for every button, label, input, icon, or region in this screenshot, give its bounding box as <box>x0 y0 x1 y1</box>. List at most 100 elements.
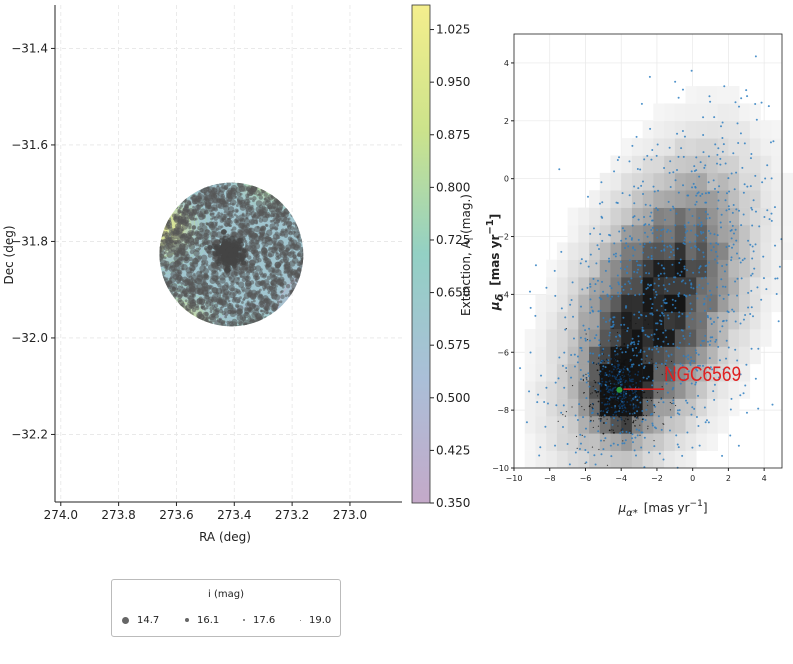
pm-field-star <box>696 234 699 237</box>
star-marker <box>184 204 190 209</box>
pm-field-star <box>678 413 681 416</box>
star-marker <box>205 306 209 310</box>
pm-density-bin <box>642 277 654 295</box>
pm-cluster-halo-star <box>590 393 592 395</box>
pm-field-star <box>642 193 645 196</box>
pm-field-star <box>688 343 691 346</box>
pm-cluster-star <box>636 402 639 405</box>
star-marker <box>169 236 173 240</box>
pm-field-star <box>713 187 716 190</box>
pm-field-star <box>705 236 708 239</box>
pm-cluster-star <box>611 365 614 367</box>
pm-field-star <box>681 88 684 91</box>
pm-field-star <box>632 441 635 444</box>
pm-field-star <box>715 242 718 245</box>
pm-field-star <box>697 191 700 194</box>
pm-cluster-star <box>623 403 626 406</box>
pm-field-star <box>644 333 647 336</box>
pm-density-bin <box>696 120 708 139</box>
pm-field-star <box>751 245 754 248</box>
pm-field-star <box>626 265 629 268</box>
pm-field-star <box>712 390 715 393</box>
pm-field-star <box>736 359 739 362</box>
star-marker <box>245 275 249 279</box>
pm-field-star <box>613 170 616 173</box>
pm-density-bin <box>546 346 558 365</box>
star-marker <box>200 254 208 262</box>
pm-cluster-halo-star <box>590 416 592 418</box>
pm-field-star <box>641 420 644 423</box>
pm-field-star <box>677 155 680 158</box>
pm-field-star <box>686 401 689 404</box>
pm-field-star <box>631 433 634 436</box>
pm-density-bin <box>556 277 568 295</box>
pm-density-bin <box>610 329 622 347</box>
pm-density-bin <box>771 207 783 226</box>
pm-field-star <box>730 256 733 259</box>
pm-field-star <box>599 370 602 373</box>
extinction-contour <box>103 417 199 495</box>
star-marker <box>270 195 274 198</box>
star-marker <box>280 228 286 233</box>
extinction-contour <box>34 257 118 325</box>
pm-cluster-star <box>629 394 631 397</box>
pm-density-bin <box>771 259 783 278</box>
star-marker <box>177 208 181 212</box>
pm-cluster-halo-star <box>614 371 617 373</box>
pm-cluster-star <box>624 376 627 379</box>
star-marker <box>253 219 258 225</box>
pm-density-bin <box>696 155 708 174</box>
pm-density-bin <box>567 207 579 226</box>
pm-field-star <box>670 353 673 356</box>
pm-field-star <box>662 401 665 404</box>
pm-cluster-star <box>628 373 631 376</box>
pm-field-star <box>695 416 698 419</box>
pm-cluster-star <box>619 410 622 413</box>
pm-field-star <box>612 253 615 256</box>
star-marker <box>198 212 203 217</box>
pm-density-bin <box>556 381 568 399</box>
pm-field-star <box>721 454 724 457</box>
pm-cluster-halo-star <box>615 380 617 382</box>
pm-field-star <box>596 279 599 282</box>
pm-density-bin <box>642 329 654 347</box>
pm-field-star <box>666 228 669 231</box>
pm-cluster-star <box>620 380 623 383</box>
star-marker <box>266 285 274 292</box>
pm-field-star <box>591 411 594 414</box>
star-marker <box>168 279 173 285</box>
star-marker <box>273 206 276 210</box>
pm-field-star <box>558 356 561 359</box>
pm-field-star <box>649 204 652 207</box>
star-marker <box>225 189 233 197</box>
cluster-star-marker <box>221 229 227 235</box>
star-marker <box>298 233 301 237</box>
pm-cluster-star <box>605 400 607 403</box>
pm-cluster-star <box>626 375 629 378</box>
star-marker <box>159 233 163 237</box>
pm-cluster-halo-star <box>557 420 559 422</box>
pm-field-star <box>649 127 652 130</box>
pm-cluster-halo-star <box>636 367 638 369</box>
pm-density-bin <box>535 381 547 399</box>
pmdec-tick-label: 4 <box>504 59 509 68</box>
pm-cluster-star <box>624 374 627 377</box>
pm-cluster-halo-star <box>634 348 636 351</box>
pm-cluster-halo-star <box>612 429 614 431</box>
pm-cluster-halo-star <box>628 408 630 410</box>
pm-field-star <box>709 242 712 245</box>
pmra-tick-label: −4 <box>615 474 627 483</box>
star-marker <box>296 252 302 257</box>
pm-cluster-halo-star <box>622 384 624 386</box>
pm-field-star <box>729 220 732 223</box>
pm-field-star <box>737 444 740 447</box>
pm-field-star <box>597 310 600 313</box>
pm-cluster-star <box>621 411 624 414</box>
pm-field-star <box>657 274 660 277</box>
pm-field-star <box>694 240 697 243</box>
pm-field-star <box>640 184 643 187</box>
star-marker <box>211 204 218 211</box>
pm-field-star <box>742 392 745 395</box>
pm-field-star <box>683 243 686 246</box>
pm-cluster-halo-star <box>674 404 677 407</box>
